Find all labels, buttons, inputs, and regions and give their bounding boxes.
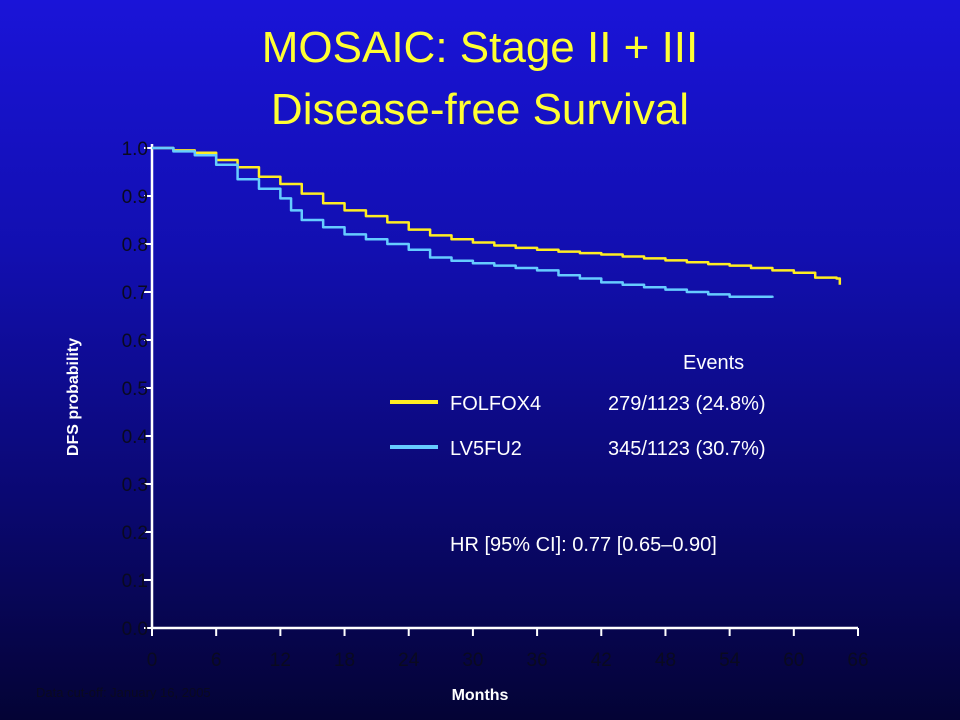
y-tick-label: 1.0: [122, 139, 148, 160]
x-tick-label: 66: [847, 650, 868, 671]
y-tick-label: 0.7: [122, 283, 148, 304]
series-line-lv5fu2: [152, 146, 774, 299]
chart-title-line-2: Disease-free Survival: [270, 85, 690, 134]
x-tick-label: 6: [211, 650, 222, 671]
x-tick-label: 12: [270, 650, 291, 671]
chart-legend: Events FOLFOX4 279/1123 (24.8%) LV5FU2 345/1…: [390, 352, 766, 460]
y-tick-label: 0.2: [122, 523, 148, 544]
x-tick-label: 24: [398, 650, 420, 671]
legend-header: Events: [683, 352, 744, 374]
chart-title-line-1: MOSAIC: Stage II + III: [261, 23, 699, 72]
y-axis-title: DFS probability: [65, 338, 82, 456]
x-tick-label: 54: [719, 650, 741, 671]
chart-axes: 0.0 0.1 0.2 0.3 0.4 0.5 0.6 0.7 0.8 0.9 1.0 0 6 12 18 2…: [122, 139, 869, 671]
y-tick-label: 0.5: [122, 379, 148, 400]
y-tick-label: 0.4: [122, 427, 149, 448]
y-tick-label: 0.9: [122, 187, 148, 208]
hazard-ratio-annotation: HR [95% CI]: 0.77 [0.65–0.90]: [450, 534, 717, 556]
x-tick-label: 0: [147, 650, 158, 671]
legend-events-folfox4: 279/1123 (24.8%): [608, 393, 766, 415]
y-tick-label: 0.8: [122, 235, 148, 256]
x-tick-label: 48: [655, 650, 676, 671]
y-tick-label: 0.1: [122, 571, 148, 592]
x-axis-title: Months: [452, 687, 509, 704]
x-tick-label: 42: [591, 650, 612, 671]
legend-name-lv5fu2: LV5FU2: [450, 438, 522, 460]
legend-events-lv5fu2: 345/1123 (30.7%): [608, 438, 766, 460]
data-cutoff-footnote: Data cut-off: January 16, 2005: [36, 685, 211, 700]
y-tick-label: 0.0: [122, 619, 148, 640]
legend-name-folfox4: FOLFOX4: [450, 393, 541, 415]
y-tick-label: 0.3: [122, 475, 148, 496]
y-tick-label: 0.6: [122, 331, 148, 352]
chart-series: [152, 146, 842, 299]
series-line-folfox4: [152, 146, 842, 285]
x-tick-label: 18: [334, 650, 355, 671]
x-tick-label: 30: [462, 650, 483, 671]
x-tick-label: 36: [527, 650, 548, 671]
x-tick-label: 60: [783, 650, 804, 671]
